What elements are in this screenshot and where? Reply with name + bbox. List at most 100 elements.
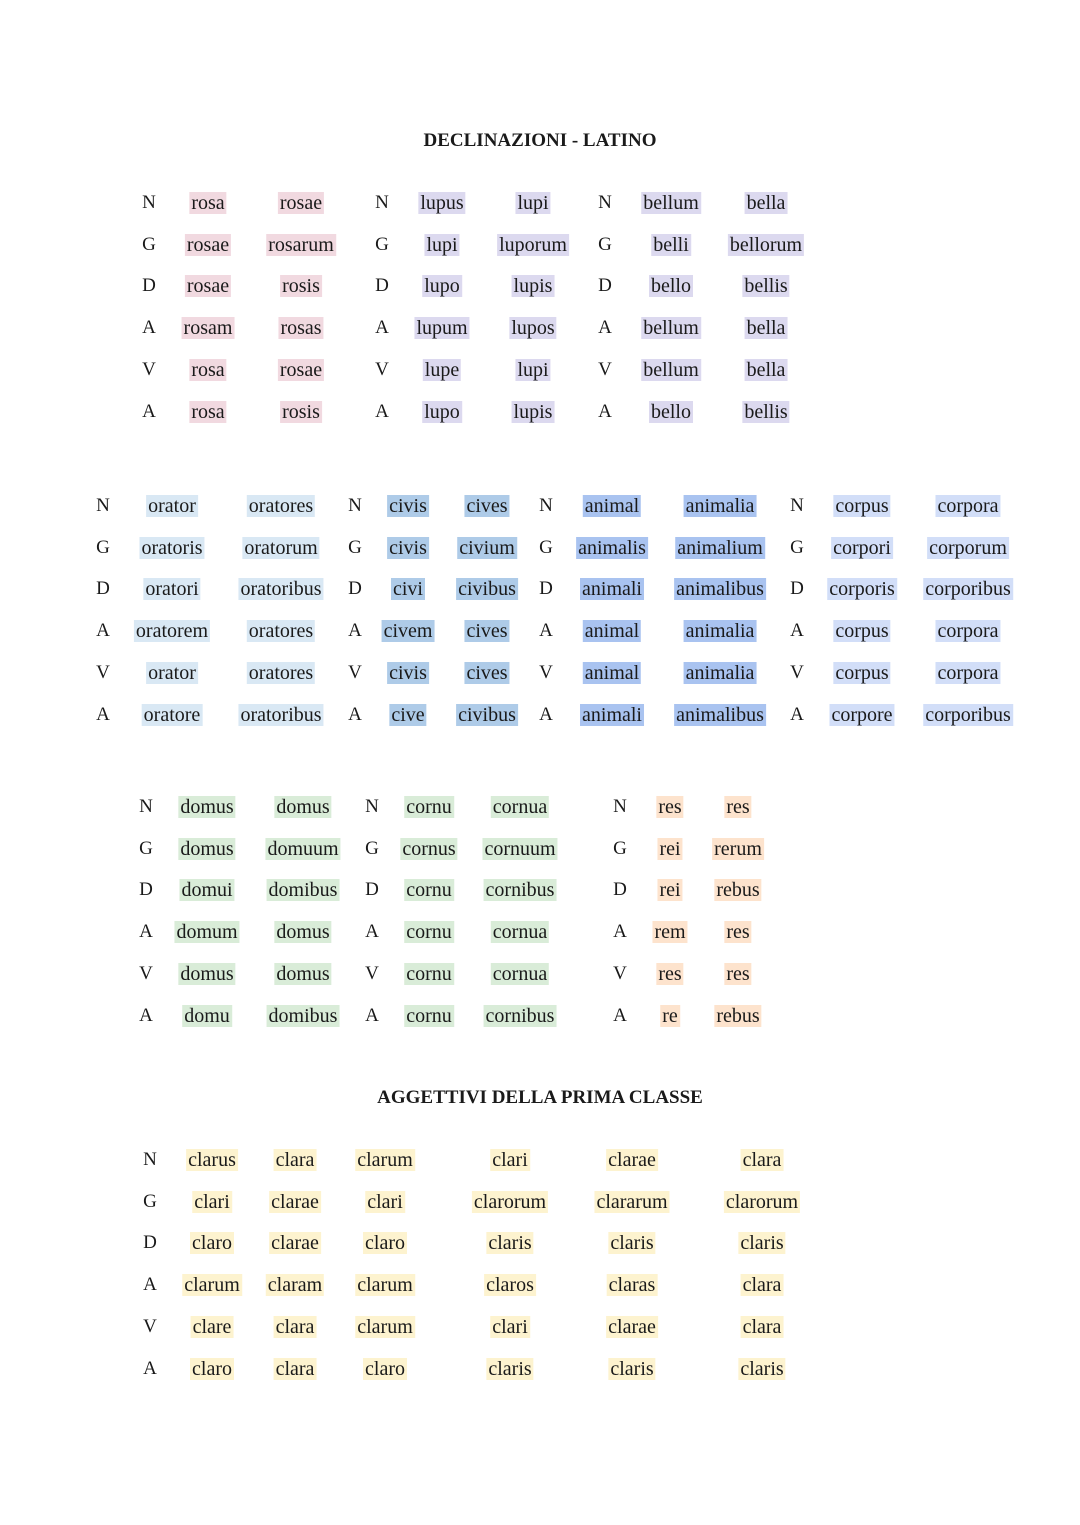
declension-form: civis	[387, 495, 429, 517]
declension-form: lupi	[424, 233, 460, 256]
declension-form: civis	[387, 661, 429, 684]
declension-form: clara	[273, 1315, 317, 1338]
case-label: G	[96, 536, 110, 558]
declension-form: clarus	[186, 1149, 238, 1171]
declension-form: oratoribus	[238, 578, 324, 601]
case-label: D	[539, 578, 553, 600]
declension-form: rosae	[277, 358, 325, 381]
case-label: G	[365, 837, 379, 859]
case-label: D	[365, 879, 379, 901]
case-label: V	[365, 962, 379, 984]
declension-form: rosa	[189, 192, 227, 214]
declension-form: cornu	[404, 1004, 454, 1027]
declension-form: domuum	[265, 837, 341, 860]
case-label: D	[613, 879, 627, 901]
case-label: V	[790, 661, 804, 683]
declension-form: rosas	[278, 317, 324, 340]
declension-form: clari	[490, 1315, 530, 1338]
case-label: A	[375, 317, 389, 339]
declension-form: bellis	[742, 275, 790, 298]
declension-form: cornibus	[483, 1004, 557, 1027]
declension-form: corporum	[927, 536, 1009, 559]
declension-form: cives	[464, 661, 510, 684]
declension-form: claris	[738, 1357, 786, 1380]
case-label: N	[365, 796, 379, 817]
declension-form: cornu	[404, 879, 454, 902]
case-label: N	[598, 192, 612, 213]
case-label: G	[143, 1190, 157, 1212]
declension-form: animali	[580, 578, 644, 601]
case-label: D	[790, 578, 804, 600]
declension-form: claris	[486, 1232, 534, 1255]
declension-form: orator	[146, 661, 198, 684]
declension-form: rosis	[280, 400, 322, 423]
case-label: N	[139, 796, 153, 817]
declension-form: rosis	[280, 275, 322, 298]
case-label: A	[96, 703, 110, 725]
case-label: A	[143, 1274, 157, 1296]
declension-form: domus	[274, 796, 332, 818]
declension-form: lupum	[414, 317, 470, 340]
declension-form: domus	[178, 962, 236, 985]
case-label: D	[96, 578, 110, 600]
case-label: V	[375, 358, 389, 380]
declension-form: claro	[190, 1232, 234, 1255]
declension-form: bellum	[641, 358, 701, 381]
declension-form: rosarum	[266, 233, 336, 256]
declension-form: cornua	[490, 962, 550, 985]
declension-form: corpus	[833, 495, 891, 517]
declension-form: lupo	[422, 275, 462, 298]
declension-form: claris	[486, 1357, 534, 1380]
declension-form: claro	[190, 1357, 234, 1380]
declension-form: cornu	[404, 796, 454, 818]
declension-form: clarae	[606, 1315, 658, 1338]
declension-form: res	[656, 962, 684, 985]
page-title: DECLINAZIONI - LATINO	[423, 130, 657, 151]
case-label: A	[375, 400, 389, 422]
case-label: G	[142, 233, 156, 255]
declension-form: orator	[146, 495, 198, 517]
case-label: N	[539, 495, 553, 516]
declension-form: rebus	[714, 1004, 762, 1027]
declension-form: lupus	[418, 192, 466, 214]
declension-form: clarum	[355, 1149, 415, 1171]
case-label: A	[348, 620, 362, 642]
case-label: A	[790, 703, 804, 725]
case-label: A	[142, 400, 156, 422]
declension-form: animalibus	[674, 703, 766, 726]
declension-form: corpora	[935, 661, 1001, 684]
declension-form: oratores	[246, 620, 316, 643]
case-label: G	[139, 837, 153, 859]
declension-form: clara	[273, 1149, 317, 1171]
declension-form: clarae	[269, 1232, 321, 1255]
declension-form: oratoris	[139, 536, 205, 559]
declension-form: clarae	[606, 1149, 658, 1171]
declension-form: domus	[178, 837, 236, 860]
declension-form: animali	[580, 703, 644, 726]
declension-form: cive	[389, 703, 427, 726]
declension-form: claris	[608, 1357, 656, 1380]
case-label: N	[143, 1149, 157, 1170]
case-label: V	[348, 661, 362, 683]
declension-form: clare	[190, 1315, 234, 1338]
case-label: D	[375, 275, 389, 297]
declension-form: bellum	[641, 192, 701, 214]
declension-form: clara	[740, 1274, 784, 1297]
declension-form: claro	[363, 1357, 407, 1380]
declension-form: lupis	[511, 275, 555, 298]
case-label: D	[143, 1232, 157, 1254]
declension-form: animalium	[675, 536, 765, 559]
declension-form: oratores	[246, 661, 316, 684]
declension-form: lupi	[515, 192, 551, 214]
declension-form: corpus	[833, 661, 891, 684]
declension-form: oratorem	[133, 620, 211, 643]
declension-form: lupe	[422, 358, 462, 381]
declension-form: belli	[651, 233, 691, 256]
declension-form: clarae	[269, 1190, 321, 1213]
declension-form: oratori	[143, 578, 201, 601]
declension-form: cives	[464, 495, 510, 517]
declension-form: lupo	[422, 400, 462, 423]
case-label: G	[790, 536, 804, 558]
declension-form: oratores	[246, 495, 316, 517]
declension-form: animalibus	[674, 578, 766, 601]
